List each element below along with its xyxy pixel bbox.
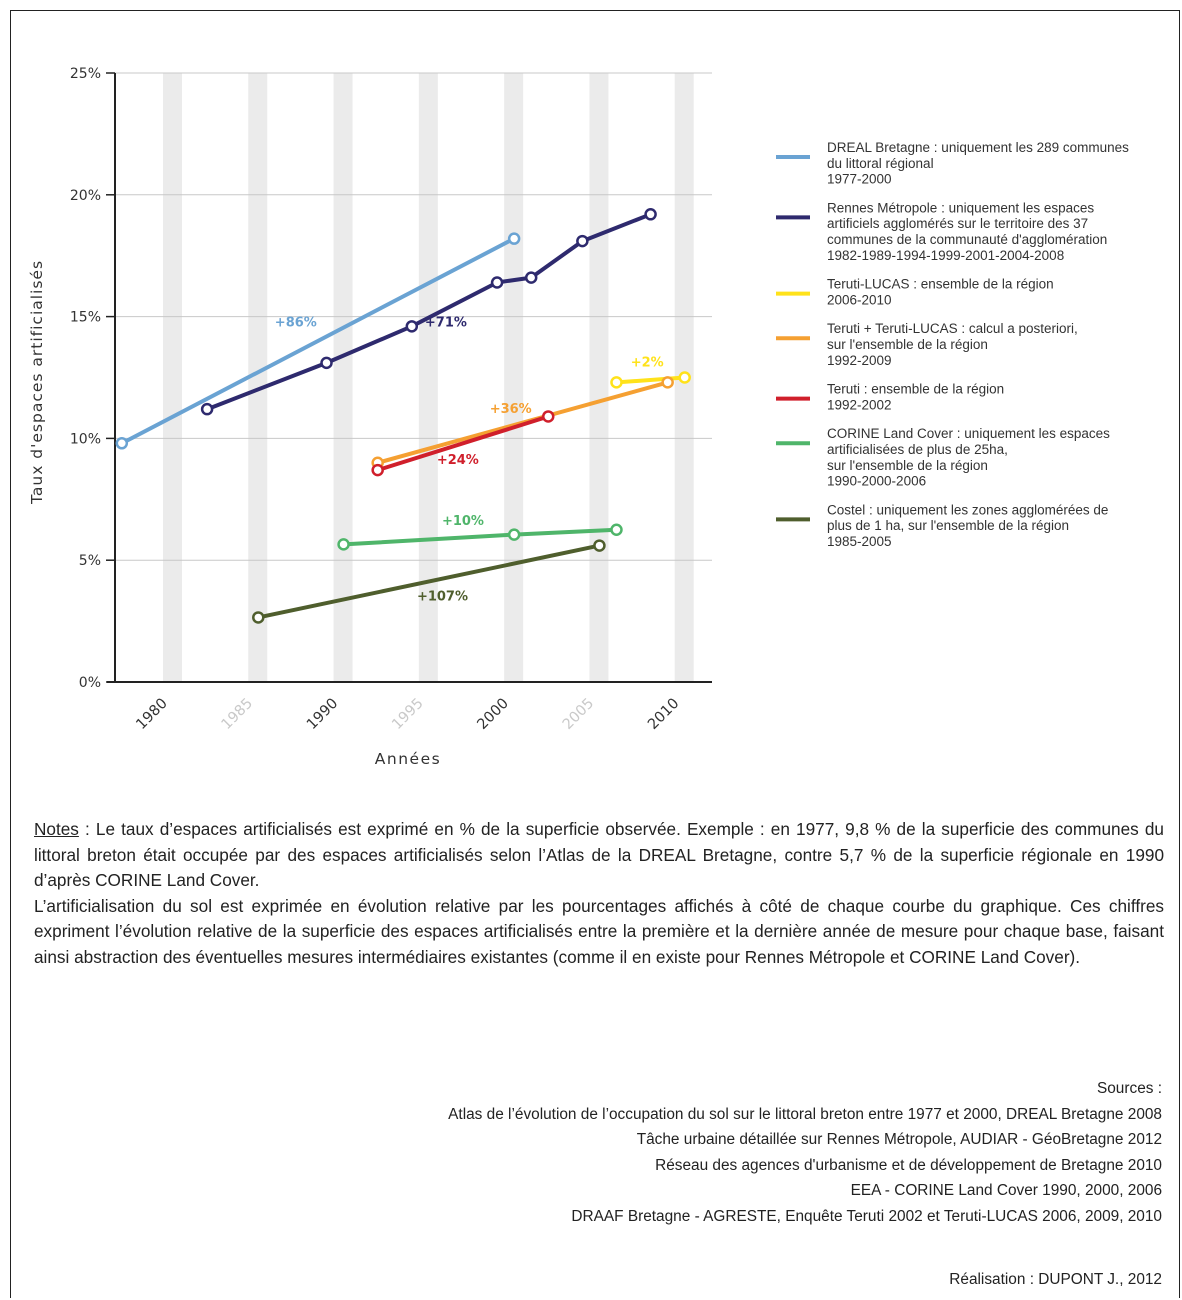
legend-text: 1992-2002: [827, 397, 892, 412]
x-tick-label: 1990: [304, 696, 341, 733]
year-band: [333, 73, 353, 682]
data-point: [524, 271, 538, 284]
data-point: [610, 376, 623, 389]
legend-text: du littoral régional: [827, 156, 934, 171]
legend-text: communes de la communauté d'agglomératio…: [827, 232, 1107, 247]
data-point: [115, 437, 129, 450]
legend-text: 1977-2000: [827, 172, 892, 187]
data-point: [507, 528, 521, 541]
x-axis-title: Années: [375, 750, 441, 768]
change-label: +86%: [275, 315, 317, 330]
data-point: [610, 523, 623, 536]
series-line: [375, 414, 551, 473]
notes-paragraph-1: Notes : Le taux d’espaces artificialisés…: [34, 817, 1164, 894]
x-tick-label: 2000: [475, 696, 512, 733]
change-label: +10%: [442, 514, 484, 529]
y-axis-title: Taux d'espaces artificialisés: [28, 260, 46, 505]
change-label: +107%: [417, 589, 468, 604]
notes-text-1: : Le taux d’espaces artificialisés est e…: [34, 819, 1164, 890]
change-label: +36%: [490, 402, 532, 417]
legend-text: Costel : uniquement les zones agglomérée…: [827, 502, 1108, 517]
series-line: [119, 236, 517, 446]
y-tick-label: 0%: [79, 675, 101, 691]
data-point: [252, 611, 265, 624]
legend-text: sur l'ensemble de la région: [827, 458, 988, 473]
data-point: [490, 276, 504, 289]
year-band: [248, 73, 268, 682]
legend-text: 1982-1989-1994-1999-2001-2004-2008: [827, 248, 1064, 263]
source-item: Réseau des agences d'urbanisme et de dév…: [655, 1156, 1162, 1174]
data-point: [661, 376, 674, 389]
year-band: [418, 73, 438, 682]
sources-block: Sources : Atlas de l’évolution de l’occu…: [448, 1076, 1162, 1230]
data-point: [371, 463, 384, 477]
notes-block: Notes : Le taux d’espaces artificialisés…: [34, 817, 1164, 970]
figure-frame: [10, 10, 1180, 1298]
change-label: +2%: [631, 356, 664, 371]
legend-text: Teruti : ensemble de la région: [827, 382, 1004, 397]
legend-text: 1992-2009: [827, 353, 892, 368]
legend-text: CORINE Land Cover : uniquement les espac…: [827, 426, 1110, 441]
y-tick-label: 25%: [70, 66, 101, 82]
y-tick-label: 5%: [79, 553, 101, 569]
change-label: +24%: [437, 453, 479, 468]
credit-line: Réalisation : DUPONT J., 2012: [949, 1271, 1162, 1288]
data-point: [200, 402, 214, 416]
notes-paragraph-2: L’artificialisation du sol est exprimée …: [34, 895, 1164, 967]
data-point: [337, 538, 350, 551]
y-tick-label: 20%: [70, 188, 101, 204]
y-tick-label: 15%: [70, 310, 101, 326]
x-tick-label: 2010: [645, 696, 682, 733]
sources-title: Sources :: [1096, 1080, 1162, 1097]
x-tick-label: 1985: [219, 696, 256, 733]
year-band: [162, 73, 182, 682]
year-band: [504, 73, 524, 682]
data-point: [405, 320, 419, 333]
change-label: +71%: [425, 315, 467, 330]
legend-text: DREAL Bretagne : uniquement les 289 comm…: [827, 140, 1129, 155]
data-point: [507, 232, 521, 245]
x-tick-label: 1995: [389, 696, 426, 733]
legend-text: sur l'ensemble de la région: [827, 337, 988, 352]
data-point: [320, 356, 333, 370]
legend-text: 1985-2005: [827, 534, 892, 549]
source-item: EEA - CORINE Land Cover 1990, 2000, 2006: [850, 1182, 1162, 1200]
source-item: Atlas de l’évolution de l’occupation du …: [448, 1105, 1162, 1123]
data-point: [593, 539, 606, 552]
series-line: [341, 527, 619, 547]
series-line: [614, 375, 687, 385]
series-line: [256, 543, 602, 620]
legend-text: Teruti-LUCAS : ensemble de la région: [827, 277, 1054, 292]
year-band: [589, 73, 609, 682]
notes-label: Notes: [34, 819, 79, 839]
legend-text: Teruti + Teruti-LUCAS : calcul a posteri…: [827, 321, 1078, 336]
data-point: [542, 410, 555, 423]
x-tick-label: 1980: [133, 696, 170, 733]
legend-text: 1990-2000-2006: [827, 474, 926, 489]
legend-text: artificialisées de plus de 25ha,: [827, 442, 1008, 457]
source-item: Tâche urbaine détaillée sur Rennes Métro…: [636, 1131, 1162, 1149]
legend-text: Rennes Métropole : uniquement les espace…: [827, 200, 1094, 215]
legend-text: artificiels agglomérés sur le territoire…: [827, 216, 1088, 231]
data-point: [644, 208, 657, 221]
data-point: [576, 234, 589, 248]
source-item: DRAAF Bretagne - AGRESTE, Enquête Teruti…: [571, 1207, 1162, 1225]
y-tick-label: 10%: [70, 431, 101, 447]
line-chart: 0% 5% 10% 15% 20% 25% 1980 1985 1990 1995 2000 200…: [28, 66, 1129, 768]
data-point: [678, 371, 691, 384]
x-tick-label: 2005: [560, 696, 597, 733]
legend-text: 2006-2010: [827, 292, 892, 307]
legend-text: plus de 1 ha, sur l'ensemble de la régio…: [827, 518, 1069, 533]
